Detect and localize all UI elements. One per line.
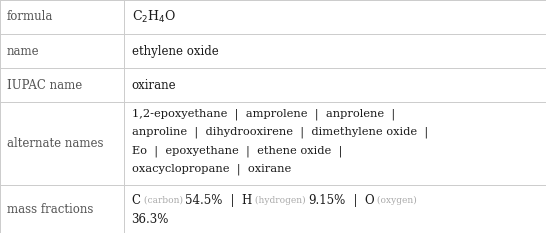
Text: C: C (132, 194, 140, 207)
Text: |: | (223, 194, 242, 207)
Text: Eo  |  epoxyethane  |  ethene oxide  |: Eo | epoxyethane | ethene oxide | (132, 145, 342, 157)
Text: (oxygen): (oxygen) (374, 196, 417, 205)
Text: (hydrogen): (hydrogen) (252, 196, 308, 205)
Text: name: name (7, 45, 40, 58)
Text: 54.5%: 54.5% (186, 194, 223, 207)
Text: 36.3%: 36.3% (132, 213, 169, 226)
Text: mass fractions: mass fractions (7, 202, 93, 216)
Text: 1,2-epoxyethane  |  amprolene  |  anprolene  |: 1,2-epoxyethane | amprolene | anprolene … (132, 108, 395, 120)
Text: H: H (242, 194, 252, 207)
Text: ethylene oxide: ethylene oxide (132, 45, 218, 58)
Text: O: O (365, 194, 374, 207)
Text: alternate names: alternate names (7, 137, 104, 150)
Text: oxirane: oxirane (132, 79, 176, 92)
Text: C$_2$H$_4$O: C$_2$H$_4$O (132, 9, 176, 25)
Text: formula: formula (7, 10, 54, 24)
Text: 9.15%: 9.15% (308, 194, 346, 207)
Text: oxacyclopropane  |  oxirane: oxacyclopropane | oxirane (132, 164, 291, 175)
Text: IUPAC name: IUPAC name (7, 79, 82, 92)
Text: anproline  |  dihydrooxirene  |  dimethylene oxide  |: anproline | dihydrooxirene | dimethylene… (132, 127, 428, 138)
Text: |: | (346, 194, 365, 207)
Text: (carbon): (carbon) (140, 196, 186, 205)
